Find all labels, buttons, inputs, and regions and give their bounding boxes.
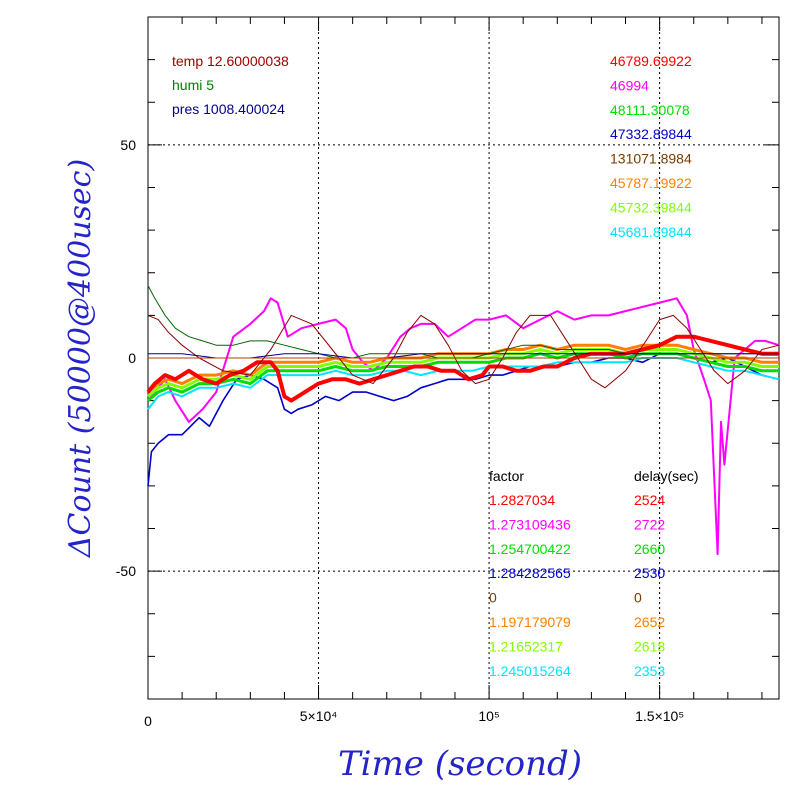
offset-legend-item: 131071.8984 — [610, 151, 692, 167]
factor-value: 1.197179079 — [489, 614, 571, 630]
y-axis-title: ΔCount (50000@400usec) — [63, 159, 98, 558]
y-tick-label: 50 — [120, 137, 136, 153]
offset-legend-item: 47332.89844 — [610, 126, 692, 142]
offset-legend-item: 45787.19922 — [610, 175, 692, 191]
delay-value: 2530 — [634, 565, 665, 581]
series-line-0 — [147, 297, 780, 556]
offset-legend-item: 48111.30078 — [610, 102, 690, 118]
x-tick-labels: 0 5×10⁴ 10⁵ 1.5×10⁵ — [144, 708, 684, 729]
delay-value: 2353 — [634, 663, 665, 679]
factor-value: 1.273109436 — [489, 516, 571, 532]
series-line-7 — [147, 314, 780, 389]
x-tick-label: 0 — [144, 713, 152, 729]
y-tick-label: -50 — [116, 563, 136, 579]
factor-value: 1.254700422 — [489, 541, 571, 557]
factor-header: factor — [489, 468, 524, 484]
series-line-6 — [146, 334, 779, 403]
env-legend-item: temp 12.60000038 — [172, 53, 289, 69]
factor-table: factor delay(sec) 1.2827034 2524 1.273109436… — [489, 468, 699, 679]
data-series-group — [146, 285, 780, 556]
offset-legend: 46789.69922 46994 48111.30078 47332.89844 13… — [610, 53, 692, 240]
x-tick-label: 10⁵ — [478, 708, 499, 724]
factor-value: 1.2827034 — [489, 492, 555, 508]
delay-value: 0 — [634, 590, 642, 606]
y-tick-labels: 50 0 -50 — [116, 137, 136, 579]
delay-header: delay(sec) — [634, 468, 699, 484]
offset-legend-item: 46789.69922 — [610, 53, 692, 69]
offset-legend-item: 45681.89844 — [610, 224, 692, 240]
x-tick-label: 1.5×10⁵ — [635, 708, 684, 724]
factor-value: 1.284282565 — [489, 565, 571, 581]
factor-value: 0 — [489, 590, 497, 606]
offset-legend-item: 45732.39844 — [610, 199, 692, 215]
x-tick-label: 5×10⁴ — [300, 708, 338, 724]
factor-value: 1.245015264 — [489, 663, 571, 679]
env-legend-item: humi 5 — [172, 77, 214, 93]
x-axis-title: Time (second) — [338, 744, 582, 784]
series-line-2 — [147, 357, 780, 410]
delay-value: 2652 — [634, 614, 665, 630]
delay-value: 2722 — [634, 516, 665, 532]
delay-value: 2524 — [634, 492, 665, 508]
env-legend-item: pres 1008.400024 — [172, 101, 285, 117]
factor-value: 1.21652317 — [489, 638, 563, 654]
delay-value: 2618 — [634, 638, 665, 654]
env-legend: temp 12.60000038 humi 5 pres 1008.400024 — [172, 53, 289, 117]
offset-legend-item: 46994 — [610, 77, 649, 93]
series-line-9 — [148, 353, 779, 359]
y-tick-label: 0 — [128, 350, 136, 366]
delay-value: 2660 — [634, 541, 665, 557]
